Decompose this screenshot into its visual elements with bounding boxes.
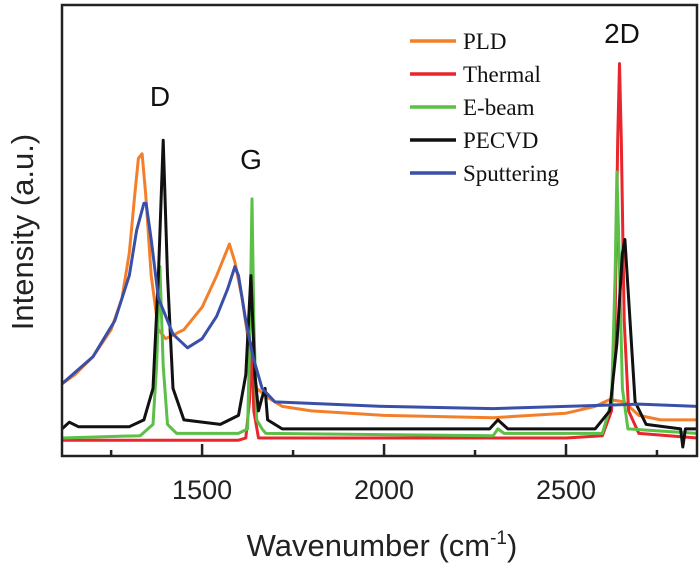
legend-label: PECVD bbox=[463, 128, 538, 153]
x-tick-label: 2000 bbox=[354, 475, 414, 505]
legend-label: PLD bbox=[463, 29, 506, 54]
x-tick-label: 2500 bbox=[536, 475, 596, 505]
legend-item-e-beam: E-beam bbox=[410, 95, 535, 120]
legend-label: Thermal bbox=[463, 62, 541, 87]
legend-item-pecvd: PECVD bbox=[410, 128, 538, 153]
legend-item-sputtering: Sputtering bbox=[410, 161, 559, 186]
legend: PLD Thermal E-beam PECVD Sputtering bbox=[410, 29, 559, 186]
series-line-e-beam bbox=[61, 170, 698, 440]
legend-item-pld: PLD bbox=[410, 29, 506, 54]
series-line-sputtering bbox=[61, 201, 698, 411]
x-axis-title: Wavenumber (cm-1) bbox=[247, 528, 518, 563]
x-tick-label: 1500 bbox=[172, 475, 232, 505]
x-ticks: 1500 2000 2500 bbox=[109, 444, 659, 505]
series-line-thermal bbox=[62, 62, 698, 442]
y-axis-title: Intensity (a.u.) bbox=[5, 134, 40, 330]
legend-label: E-beam bbox=[463, 95, 535, 120]
annotation-d-peak: D bbox=[150, 81, 170, 112]
series-layer bbox=[60, 62, 698, 449]
series-line-pld bbox=[61, 152, 697, 422]
annotation-2d-peak: 2D bbox=[604, 18, 640, 49]
plot-frame bbox=[60, 3, 699, 458]
legend-item-thermal: Thermal bbox=[410, 62, 541, 87]
annotation-g-peak: G bbox=[240, 144, 262, 175]
legend-label: Sputtering bbox=[463, 161, 559, 186]
